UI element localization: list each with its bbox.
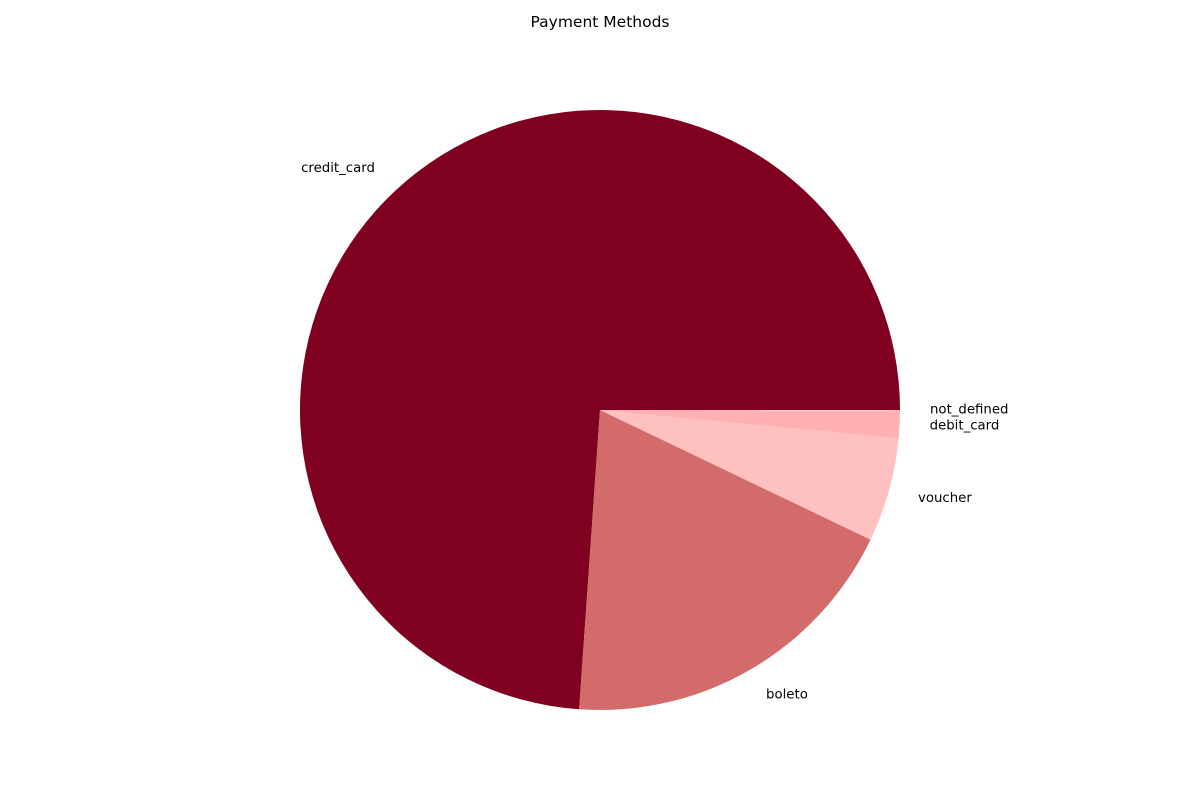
pie-label-credit-card: credit_card (301, 161, 375, 176)
pie-slice-voucher (600, 410, 899, 540)
pie-label-boleto: boleto (766, 688, 808, 703)
pie-slices (300, 110, 900, 711)
pie-label-debit-card: debit_card (930, 418, 1000, 433)
pie-label-voucher: voucher (918, 491, 972, 506)
pie-label-not-defined: not_defined (930, 403, 1008, 418)
pie-slice-credit-card (300, 110, 900, 710)
pie-slice-debit-card (600, 410, 900, 439)
chart-title: Payment Methods (531, 13, 670, 31)
pie-slice-boleto (579, 410, 871, 711)
